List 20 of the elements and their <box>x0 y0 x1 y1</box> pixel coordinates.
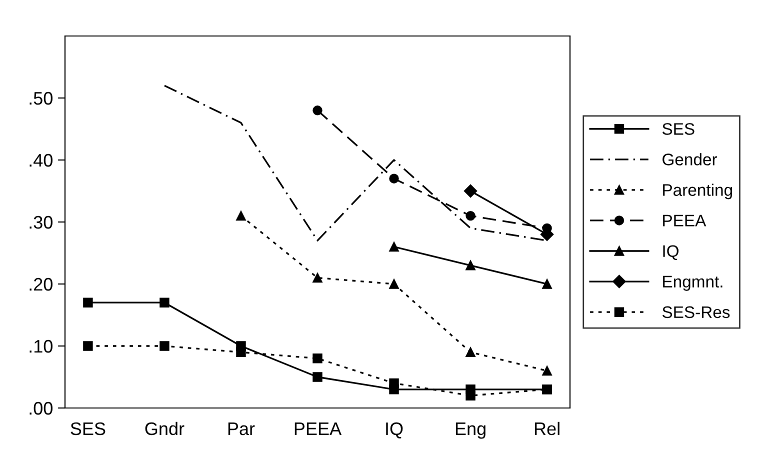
y-tick-label: .20 <box>30 278 52 291</box>
x-tick-label: IQ <box>386 422 403 438</box>
x-tick-label: PEEA <box>294 422 342 435</box>
x-tick-label: Gndr <box>145 422 184 436</box>
legend-label: Engmnt. <box>663 276 722 291</box>
legend-label: Gender <box>662 153 718 166</box>
legend-label: IQ <box>663 245 679 260</box>
y-tick-label: .00 <box>30 402 52 415</box>
x-tick-label: Eng <box>456 422 486 439</box>
y-tick-label: .10 <box>30 340 52 353</box>
legend-label: PEEA <box>663 214 706 226</box>
x-tick-label: SES <box>70 422 106 436</box>
y-tick-label: .50 <box>30 92 52 105</box>
legend-label: SES-Res <box>662 306 730 318</box>
x-tick-label: Par <box>228 422 255 436</box>
legend-label: SES <box>662 123 694 135</box>
y-tick-label: .30 <box>30 216 52 229</box>
x-tick-label: Rel <box>534 422 560 436</box>
legend-label: Parenting <box>663 184 732 200</box>
y-tick-label: .40 <box>30 154 52 167</box>
